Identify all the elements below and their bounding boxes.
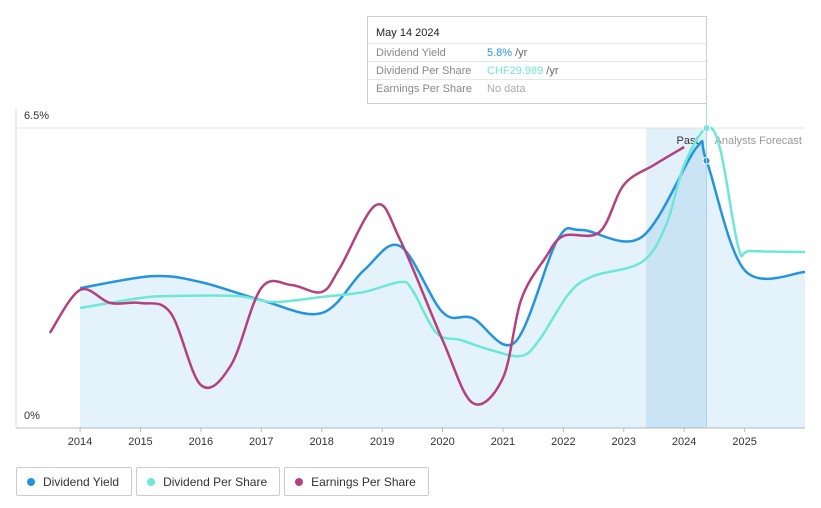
- x-tick-label: 2022: [551, 436, 575, 448]
- tooltip-row: Dividend Yield 5.8%/yr: [368, 43, 706, 61]
- legend-label: Dividend Per Share: [163, 474, 268, 489]
- legend-dot: [27, 477, 35, 486]
- tooltip-value: No data: [487, 82, 526, 95]
- legend: Dividend Yield Dividend Per Share Earnings…: [16, 467, 429, 496]
- series-area: [80, 140, 806, 428]
- legend-dot: [295, 477, 304, 486]
- legend-dot: [147, 477, 156, 486]
- y-tick-label: 6.5%: [24, 110, 49, 122]
- tooltip-label: Dividend Per Share: [376, 64, 472, 77]
- tooltip-label: Earnings Per Share: [376, 82, 472, 95]
- tooltip-row: Dividend Per Share CHF29.989/yr: [368, 61, 706, 79]
- forecast-label: Analysts Forecast: [715, 135, 802, 147]
- past-band: [646, 128, 707, 428]
- x-tick-label: 2016: [189, 436, 213, 448]
- tooltip: May 14 2024 Dividend Yield 5.8%/yr Dividen…: [367, 16, 707, 104]
- x-tick-label: 2020: [430, 436, 454, 448]
- tooltip-row: Earnings Per Share No data: [368, 79, 706, 97]
- x-tick-label: 2024: [672, 436, 696, 448]
- legend-item[interactable]: Dividend Yield: [16, 467, 133, 496]
- x-tick-label: 2014: [68, 436, 92, 448]
- legend-item[interactable]: Earnings Per Share: [284, 467, 429, 496]
- tooltip-unit: /yr: [515, 46, 528, 59]
- tooltip-value: CHF29.989: [487, 64, 544, 77]
- x-tick-label: 2018: [309, 436, 333, 448]
- legend-label: Earnings Per Share: [311, 474, 416, 489]
- y-tick-label: 0%: [24, 410, 40, 422]
- x-tick-label: 2015: [128, 436, 152, 448]
- tooltip-label: Dividend Yield: [376, 46, 446, 59]
- tooltip-value: 5.8%: [487, 46, 513, 59]
- x-tick-label: 2025: [732, 436, 756, 448]
- legend-item[interactable]: Dividend Per Share: [136, 467, 281, 496]
- legend-label: Dividend Yield: [43, 474, 120, 489]
- tooltip-date: May 14 2024: [376, 27, 440, 39]
- series-line: [48, 145, 685, 406]
- x-tick-label: 2023: [612, 436, 636, 448]
- x-tick-label: 2019: [370, 436, 394, 448]
- tooltip-unit: /yr: [546, 64, 559, 77]
- x-tick-label: 2017: [249, 436, 273, 448]
- x-tick-label: 2021: [491, 436, 515, 448]
